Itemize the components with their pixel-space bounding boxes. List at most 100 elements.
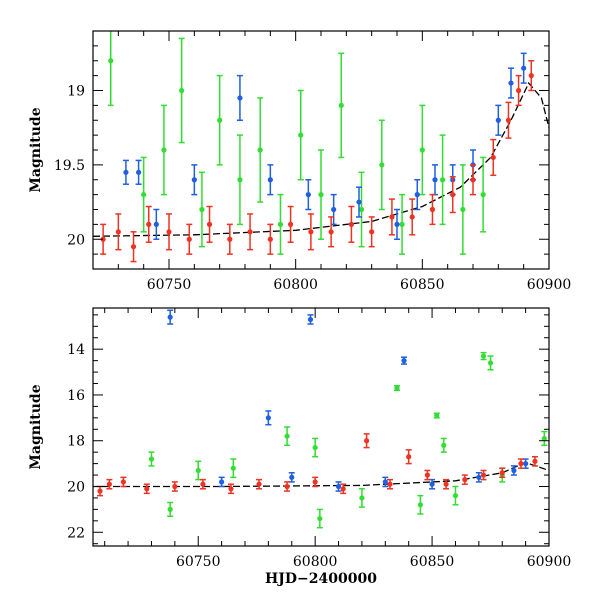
top-blue-point	[508, 80, 514, 86]
bottom-green-point	[230, 465, 236, 471]
bottom-green-point	[317, 515, 323, 522]
top-blue-point	[123, 169, 129, 175]
top-blue-point	[237, 95, 243, 101]
top-blue-point	[521, 65, 527, 71]
top-red-point	[528, 73, 534, 79]
bottom-green-point	[541, 435, 547, 442]
top-green-point	[108, 58, 114, 64]
bottom-green-point	[480, 353, 487, 359]
top-green-point	[338, 102, 344, 108]
top-x-tick-label: 60750	[147, 277, 192, 293]
top-green-point	[277, 221, 284, 227]
top-x-tick-label: 60900	[527, 277, 572, 293]
bottom-y-tick-label: 20	[67, 480, 85, 496]
bottom-green-point	[487, 360, 494, 366]
top-blue-point	[153, 221, 159, 227]
top-series-blue	[122, 52, 527, 240]
top-red-point	[328, 229, 334, 235]
top-blue-point	[331, 206, 337, 213]
bottom-green-point	[312, 444, 318, 451]
bottom-blue-point	[382, 479, 388, 485]
top-green-point	[217, 117, 223, 123]
top-panel: 60750 60800 60850 60900 19 19.5 20 Magnitude	[28, 30, 572, 293]
bottom-blue-point	[476, 474, 482, 480]
top-y-tick-label: 19	[67, 84, 85, 100]
bottom-blue-point	[167, 314, 173, 320]
bottom-red-point	[200, 481, 206, 487]
top-green-point	[358, 206, 365, 213]
bottom-red-point	[364, 438, 370, 444]
bottom-red-point	[462, 477, 468, 483]
top-red-point	[206, 221, 213, 227]
bottom-red-point	[387, 481, 393, 487]
top-ticks: 60750 60800 60850 60900 19 19.5 20	[54, 30, 572, 293]
top-red-point	[166, 229, 172, 235]
top-y-axis-title: Magnitude	[28, 107, 44, 192]
top-green-point	[199, 206, 205, 213]
bottom-series-green	[148, 351, 548, 529]
top-red-point	[308, 229, 314, 235]
top-red-point	[348, 221, 354, 227]
top-blue-point	[356, 199, 362, 205]
top-blue-point	[432, 177, 438, 183]
top-green-point	[440, 177, 446, 183]
bottom-blue-point	[307, 316, 314, 323]
bottom-red-point	[284, 483, 290, 490]
bottom-blue-point	[289, 474, 295, 480]
top-plot-area	[93, 31, 549, 263]
top-red-point	[186, 236, 192, 242]
bottom-blue-point	[335, 483, 342, 490]
bottom-frame	[92, 307, 550, 547]
bottom-red-point	[406, 454, 412, 460]
bottom-red-point	[144, 486, 150, 492]
bottom-series-blue	[167, 309, 529, 492]
bottom-green-point	[359, 495, 365, 501]
top-red-point	[516, 87, 522, 94]
bottom-red-point	[499, 470, 505, 476]
top-green-point	[141, 192, 147, 198]
top-green-point	[419, 147, 425, 153]
top-blue-point	[267, 177, 273, 183]
top-y-tick-label: 19.5	[54, 158, 85, 174]
top-red-point	[146, 221, 152, 227]
bottom-green-point	[167, 506, 173, 512]
bottom-red-point	[518, 461, 524, 467]
top-green-point	[237, 177, 243, 183]
bottom-plot-area	[93, 309, 549, 529]
top-blue-point	[305, 192, 311, 198]
bottom-y-tick-label: 16	[67, 388, 85, 404]
bottom-y-tick-label: 22	[67, 525, 85, 541]
bottom-ticks: 60750 60800 60850 60900 14 16 18 20 22	[67, 308, 571, 570]
top-series-red	[100, 60, 535, 263]
bottom-blue-point	[523, 461, 529, 467]
bottom-red-point	[97, 488, 103, 494]
top-red-point	[450, 192, 456, 198]
bottom-x-tick-label: 60800	[293, 554, 338, 570]
bottom-model-curve	[93, 461, 549, 488]
bottom-series-red	[97, 433, 538, 497]
top-green-point	[298, 132, 304, 138]
top-x-tick-label: 60800	[273, 277, 318, 293]
top-red-point	[100, 236, 106, 242]
bottom-green-point	[452, 493, 459, 499]
top-blue-point	[191, 177, 197, 183]
bottom-y-tick-label: 14	[67, 342, 85, 358]
bottom-red-point	[532, 458, 538, 464]
top-red-point	[247, 229, 253, 235]
bottom-green-point	[195, 467, 201, 474]
top-red-point	[369, 229, 375, 235]
bottom-red-point	[340, 486, 346, 492]
top-red-point	[470, 177, 476, 183]
top-red-point	[389, 214, 395, 220]
top-green-point	[161, 147, 167, 153]
bottom-x-axis-title: HJD−2400000	[265, 571, 377, 587]
bottom-x-tick-label: 60750	[176, 554, 221, 570]
top-red-point	[115, 229, 121, 235]
top-red-point	[227, 236, 233, 242]
top-green-point	[318, 192, 324, 198]
bottom-red-point	[480, 472, 487, 478]
top-y-tick-label: 20	[67, 232, 85, 248]
top-model-curve	[93, 81, 549, 237]
bottom-green-point	[417, 502, 423, 508]
